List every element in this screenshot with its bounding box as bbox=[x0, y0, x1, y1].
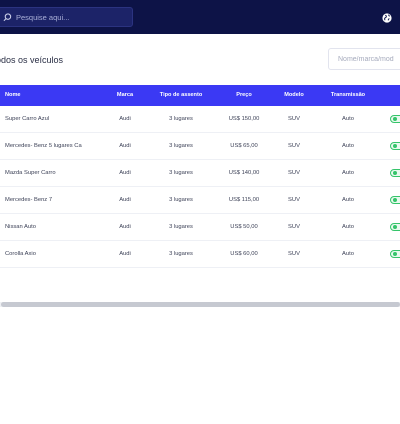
cell-modelo: SUV bbox=[288, 143, 300, 149]
cell-preco: US$ 60,00 bbox=[230, 251, 258, 257]
vehicles-table: Nome Marca Tipo de assento Preço Modelo … bbox=[0, 85, 400, 268]
horizontal-scrollbar[interactable] bbox=[0, 302, 400, 307]
column-header-modelo[interactable]: Modelo bbox=[284, 92, 304, 98]
cell-transmissao: Auto bbox=[342, 170, 354, 176]
cell-modelo: SUV bbox=[288, 116, 300, 122]
cell-transmissao: Auto bbox=[342, 197, 354, 203]
cell-assento: 3 lugares bbox=[169, 197, 193, 203]
table-row[interactable]: Super Carro Azul Audi 3 lugares US$ 150,… bbox=[0, 106, 400, 133]
cell-transmissao: Auto bbox=[342, 224, 354, 230]
search-input[interactable] bbox=[13, 12, 126, 22]
cell-assento: 3 lugares bbox=[169, 116, 193, 122]
table-row[interactable]: Nissan Auto Audi 3 lugares US$ 50,00 SUV… bbox=[0, 214, 400, 241]
table-row[interactable]: Mercedes- Benz 7 Audi 3 lugares US$ 115,… bbox=[0, 187, 400, 214]
cell-preco: US$ 115,00 bbox=[228, 197, 260, 203]
table-row[interactable]: Mercedes- Benz 5 lugares Ca Audi 3 lugar… bbox=[0, 133, 400, 160]
cell-nome: Mazda Super Carro bbox=[5, 170, 56, 176]
status-toggle[interactable] bbox=[390, 223, 400, 231]
filter-input[interactable] bbox=[329, 54, 400, 64]
cell-transmissao: Auto bbox=[342, 143, 354, 149]
cell-nome: Super Carro Azul bbox=[5, 116, 50, 122]
top-bar bbox=[0, 0, 400, 34]
table-row[interactable]: Mazda Super Carro Audi 3 lugares US$ 140… bbox=[0, 160, 400, 187]
scrollbar-thumb[interactable] bbox=[1, 302, 400, 307]
cell-nome: Mercedes- Benz 5 lugares Ca bbox=[5, 143, 82, 149]
cell-preco: US$ 50,00 bbox=[230, 224, 258, 230]
cell-marca: Audi bbox=[119, 143, 131, 149]
column-header-tipo-assento[interactable]: Tipo de assento bbox=[159, 92, 203, 98]
cell-nome: Corolla Axio bbox=[5, 251, 36, 257]
cell-assento: 3 lugares bbox=[169, 170, 193, 176]
cell-assento: 3 lugares bbox=[169, 224, 193, 230]
status-toggle[interactable] bbox=[390, 115, 400, 123]
column-header-marca[interactable]: Marca bbox=[116, 92, 134, 98]
cell-nome: Nissan Auto bbox=[5, 224, 36, 230]
status-toggle[interactable] bbox=[390, 196, 400, 204]
cell-modelo: SUV bbox=[288, 251, 300, 257]
status-toggle[interactable] bbox=[390, 169, 400, 177]
column-header-nome[interactable]: Nome bbox=[5, 92, 21, 98]
cell-preco: US$ 140,00 bbox=[228, 170, 260, 176]
status-toggle[interactable] bbox=[390, 142, 400, 150]
cell-marca: Audi bbox=[119, 197, 131, 203]
cell-transmissao: Auto bbox=[342, 251, 354, 257]
cell-preco: US$ 65,00 bbox=[230, 143, 258, 149]
page-title: odos os veículos bbox=[0, 55, 64, 65]
table-header: Nome Marca Tipo de assento Preço Modelo … bbox=[0, 85, 400, 106]
main-content: odos os veículos Nome Marca Tipo de asse… bbox=[0, 34, 400, 424]
cell-modelo: SUV bbox=[288, 170, 300, 176]
cell-marca: Audi bbox=[119, 170, 131, 176]
cell-transmissao: Auto bbox=[342, 116, 354, 122]
cell-marca: Audi bbox=[119, 224, 131, 230]
status-toggle[interactable] bbox=[390, 250, 400, 258]
cell-modelo: SUV bbox=[288, 197, 300, 203]
cell-assento: 3 lugares bbox=[169, 143, 193, 149]
cell-preco: US$ 150,00 bbox=[228, 116, 260, 122]
filter-box[interactable] bbox=[328, 48, 400, 70]
cell-marca: Audi bbox=[119, 251, 131, 257]
table-row[interactable]: Corolla Axio Audi 3 lugares US$ 60,00 SU… bbox=[0, 241, 400, 268]
cell-modelo: SUV bbox=[288, 224, 300, 230]
globe-icon[interactable] bbox=[381, 11, 393, 23]
search-icon[interactable] bbox=[1, 11, 13, 23]
cell-marca: Audi bbox=[119, 116, 131, 122]
search-box[interactable] bbox=[0, 7, 133, 27]
column-header-preco[interactable]: Preço bbox=[236, 92, 252, 98]
cell-nome: Mercedes- Benz 7 bbox=[5, 197, 53, 203]
column-header-transmissao[interactable]: Transmissão bbox=[330, 92, 366, 98]
cell-assento: 3 lugares bbox=[169, 251, 193, 257]
